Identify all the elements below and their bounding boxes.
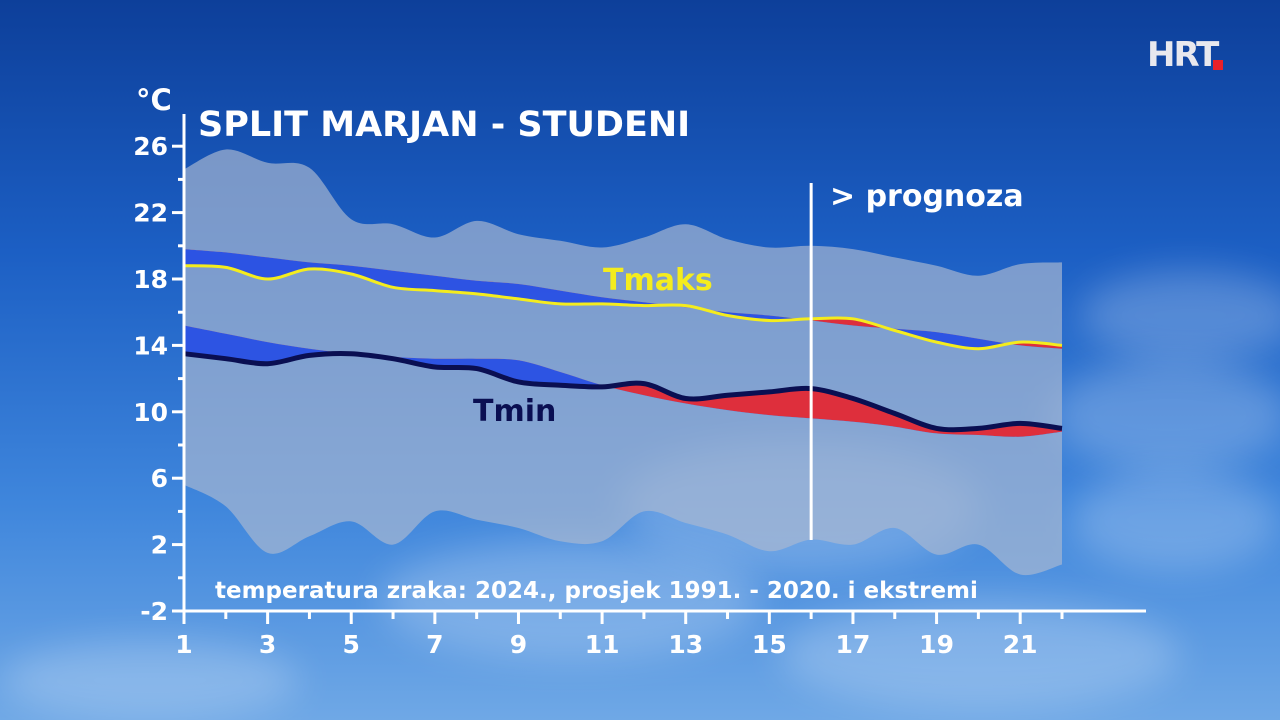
y-tick-label: 26 xyxy=(133,132,168,161)
x-tick-label: 15 xyxy=(752,630,787,659)
cloud xyxy=(380,540,760,660)
x-tick-label: 5 xyxy=(343,630,360,659)
x-tick-label: 1 xyxy=(175,630,192,659)
cloud xyxy=(1070,470,1280,570)
y-tick-label: 22 xyxy=(133,199,168,228)
line-layer xyxy=(183,183,1063,540)
chart-title: SPLIT MARJAN - STUDENI xyxy=(198,105,690,145)
hrt-logo-square xyxy=(1213,60,1223,70)
x-tick-label: 7 xyxy=(426,630,443,659)
tmin-line xyxy=(183,350,1063,433)
chart-subtitle: temperatura zraka: 2024., prosjek 1991. … xyxy=(215,578,978,604)
y-tick-label: 18 xyxy=(133,265,168,294)
y-tick-label: 2 xyxy=(151,531,168,560)
x-tick-label: 9 xyxy=(510,630,527,659)
tmin-above-average-fill xyxy=(184,325,1062,437)
x-tick-label: 17 xyxy=(836,630,871,659)
band-layer xyxy=(184,149,1062,576)
x-tick-label: 21 xyxy=(1003,630,1038,659)
x-tick-label: 3 xyxy=(259,630,276,659)
x-tick-label: 11 xyxy=(585,630,620,659)
cloud xyxy=(0,640,300,720)
extremes-band xyxy=(184,149,1062,576)
cloud xyxy=(1050,360,1280,470)
y-tick-label: 10 xyxy=(133,398,168,427)
x-tick-label: 13 xyxy=(668,630,703,659)
y-tick-label: 6 xyxy=(151,464,168,493)
hrt-logo-text: HRT xyxy=(1147,35,1219,75)
hrt-logo: HRT xyxy=(1147,36,1223,74)
cloud xyxy=(1080,270,1280,360)
series-label-tmaks: Tmaks xyxy=(603,263,713,298)
series-label-tmin: Tmin xyxy=(473,394,556,429)
cloud xyxy=(780,600,1180,710)
y-axis-unit: °C xyxy=(136,83,172,117)
x-tick-label: 19 xyxy=(919,630,954,659)
forecast-label: > prognoza xyxy=(830,179,1024,214)
tmaks-line xyxy=(183,264,1063,351)
y-tick-label: -2 xyxy=(140,597,168,626)
y-tick-label: 14 xyxy=(133,331,168,360)
